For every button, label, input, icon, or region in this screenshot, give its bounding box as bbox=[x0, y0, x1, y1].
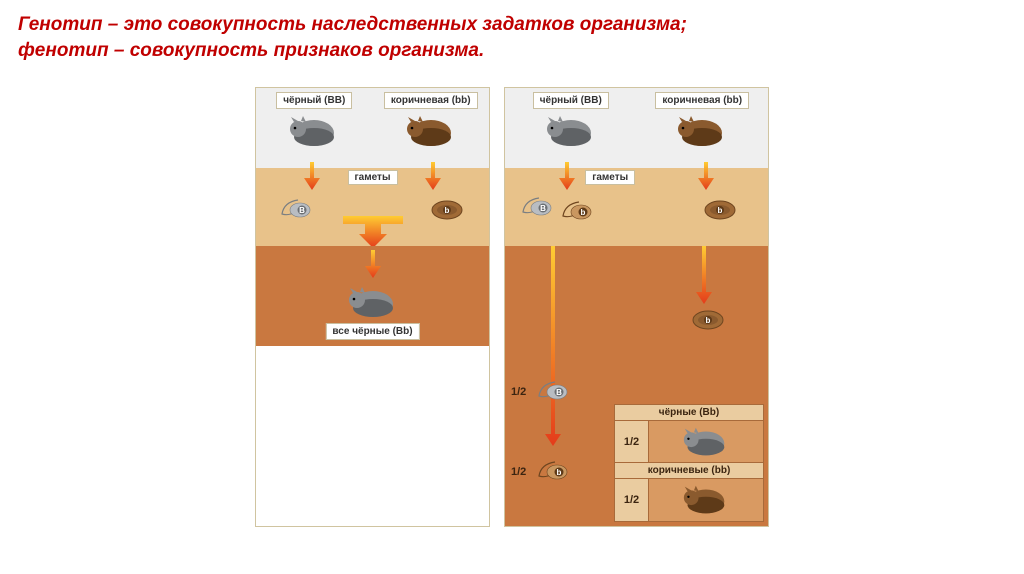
row-gametes: гаметы B b b bbox=[505, 168, 768, 246]
fraction-half: 1/2 bbox=[615, 421, 649, 462]
egg-icon: b bbox=[704, 198, 738, 222]
arrow-icon bbox=[698, 162, 714, 190]
arrow-icon bbox=[696, 246, 712, 304]
label-black-parent: чёрный (BB) bbox=[276, 92, 352, 109]
allele-b: b bbox=[718, 206, 723, 215]
arrow-icon bbox=[559, 162, 575, 190]
allele-b: b bbox=[557, 468, 562, 477]
fraction-half: 1/2 bbox=[615, 479, 649, 521]
pig-black-icon bbox=[288, 113, 340, 149]
row-gametes: гаметы B b bbox=[256, 168, 489, 246]
allele-b: b bbox=[445, 206, 450, 215]
row-parents: чёрный (BB) коричневая (bb) bbox=[256, 88, 489, 168]
allele-B: B bbox=[299, 206, 305, 215]
label-all-black: все чёрные (Bb) bbox=[325, 323, 419, 340]
egg-icon: b bbox=[431, 198, 465, 222]
row-offspring: все чёрные (Bb) bbox=[256, 246, 489, 346]
fraction-half: 1/2 bbox=[511, 466, 526, 478]
heading-line2: фенотип – совокупность признаков организ… bbox=[18, 40, 484, 61]
merge-arrow-icon bbox=[343, 216, 403, 250]
fraction-half: 1/2 bbox=[511, 386, 526, 398]
result-head-brown: коричневые (bb) bbox=[615, 463, 763, 479]
parent-black: чёрный (BB) bbox=[256, 88, 373, 168]
pig-brown-icon bbox=[676, 113, 728, 149]
panel-f1-cross: чёрный (BB) коричневая (bb) гаметы B b bbox=[255, 87, 490, 527]
pig-black-icon bbox=[545, 113, 597, 149]
pig-black-icon bbox=[682, 425, 730, 459]
pig-brown-icon bbox=[682, 483, 730, 517]
sperm-brown-icon: b bbox=[561, 200, 595, 224]
result-head-black: чёрные (Bb) bbox=[615, 405, 763, 421]
allele-b: b bbox=[581, 208, 586, 217]
label-gametes: гаметы bbox=[348, 170, 398, 185]
sperm-icon: B bbox=[537, 380, 571, 404]
arrow-icon bbox=[425, 162, 441, 190]
page-heading: Генотип – это совокупность наследственны… bbox=[0, 0, 1024, 69]
allele-B: B bbox=[540, 204, 546, 213]
parent-brown: коричневая (bb) bbox=[373, 88, 490, 168]
sperm-brown-icon: b bbox=[537, 460, 571, 484]
label-brown-parent: коричневая (bb) bbox=[655, 92, 749, 109]
allele-b: b bbox=[706, 316, 711, 325]
label-gametes: гаметы bbox=[585, 170, 635, 185]
pig-black-icon bbox=[347, 284, 399, 320]
arrow-icon bbox=[365, 250, 381, 278]
label-brown-parent: коричневая (bb) bbox=[384, 92, 478, 109]
heading-line1: Генотип – это совокупность наследственны… bbox=[18, 14, 687, 35]
row-parents: чёрный (BB) коричневая (bb) bbox=[505, 88, 768, 168]
allele-B: B bbox=[556, 388, 562, 397]
parent-brown: коричневая (bb) bbox=[637, 88, 769, 168]
panel-testcross: чёрный (BB) коричневая (bb) гаметы B b bbox=[504, 87, 769, 527]
sperm-icon: B bbox=[280, 198, 314, 222]
arrow-long-icon bbox=[545, 246, 561, 446]
label-black-parent: чёрный (BB) bbox=[533, 92, 609, 109]
result-row-black: 1/2 bbox=[615, 421, 763, 463]
offspring-pig bbox=[347, 284, 399, 325]
arrow-icon bbox=[304, 162, 320, 190]
result-table: чёрные (Bb) 1/2 коричневые (bb) 1/2 bbox=[614, 404, 764, 522]
row-offspring: b 1/2 B 1/2 b чёрные (Bb) 1/2 bbox=[505, 246, 768, 526]
diagram-container: чёрный (BB) коричневая (bb) гаметы B b bbox=[0, 87, 1024, 527]
parent-black: чёрный (BB) bbox=[505, 88, 637, 168]
result-pig-brown bbox=[649, 483, 763, 517]
result-row-brown: 1/2 bbox=[615, 479, 763, 521]
result-pig-black bbox=[649, 425, 763, 459]
egg-icon: b bbox=[692, 308, 726, 332]
pig-brown-icon bbox=[405, 113, 457, 149]
sperm-icon: B bbox=[521, 196, 555, 220]
